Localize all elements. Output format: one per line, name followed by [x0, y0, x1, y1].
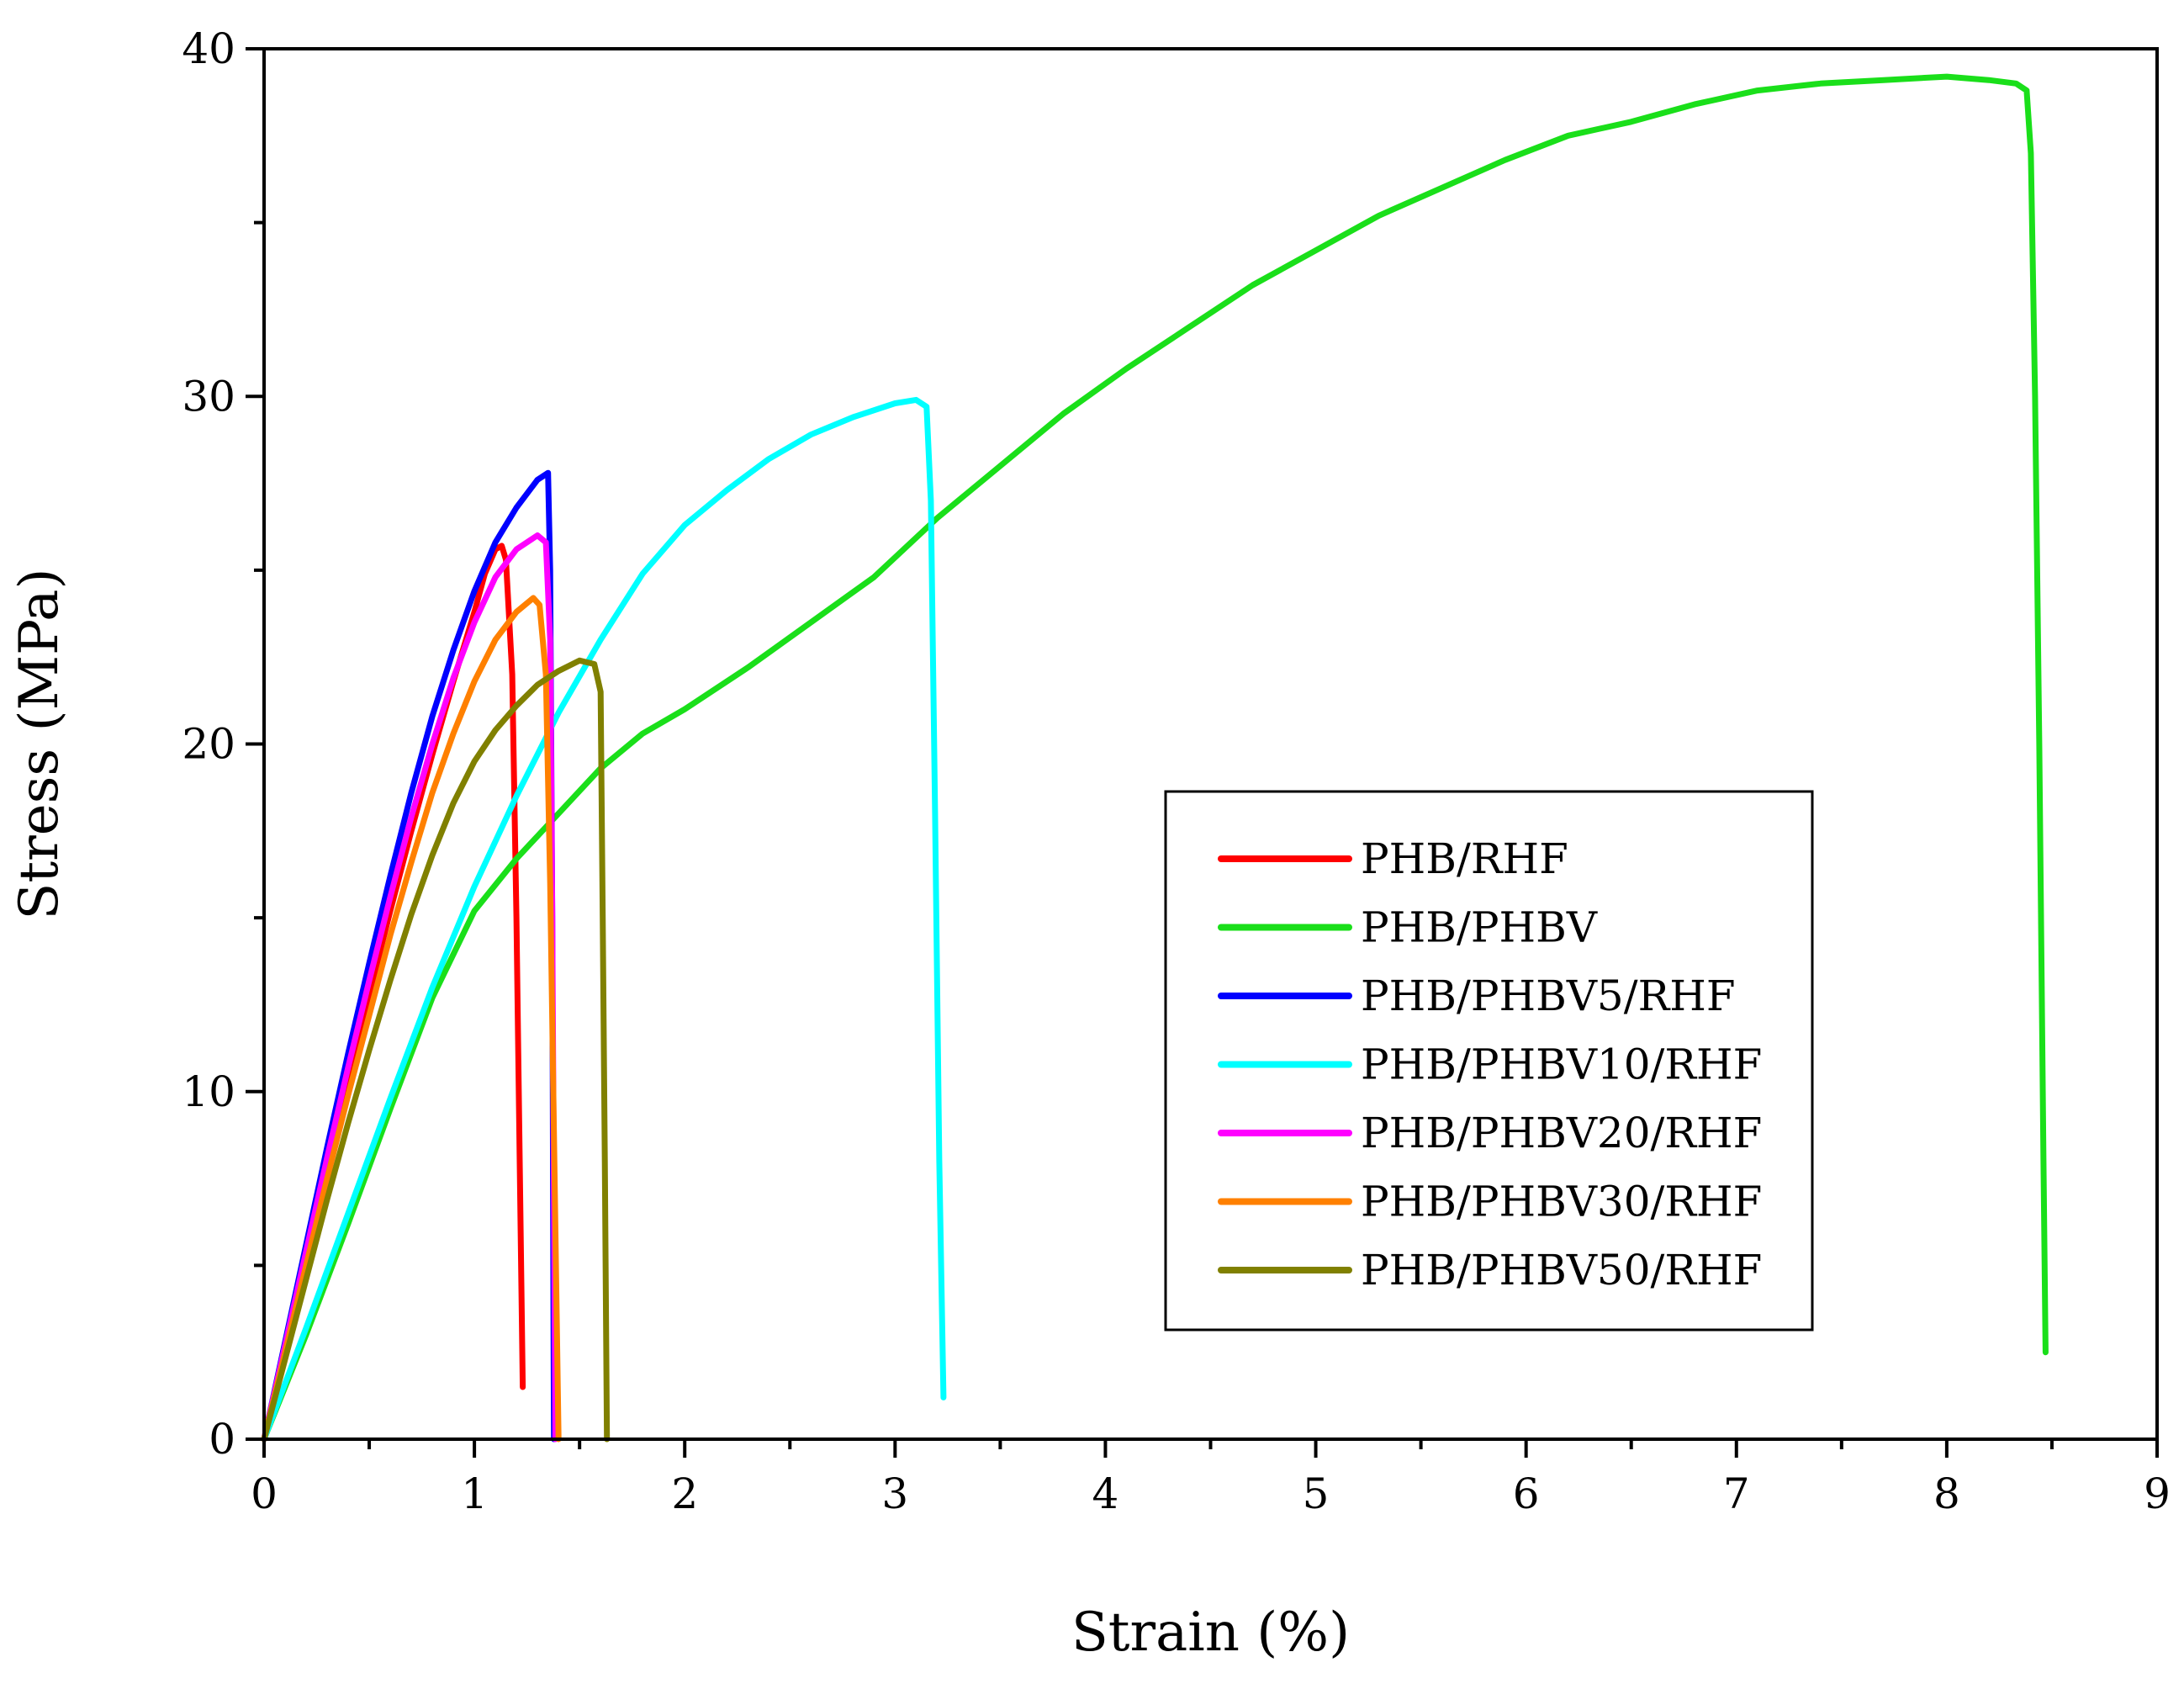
- legend-items: PHB/RHF PHB/PHBV PHB/PHBV5/RHF PHB/PHBV10/R…: [1218, 834, 1762, 1295]
- series-layer: [261, 73, 2049, 1443]
- legend-box: [1164, 790, 1814, 1332]
- series-line-1: [261, 543, 526, 1443]
- series-line-2: [261, 73, 2049, 1443]
- legend-label-1: PHB/RHF: [1361, 834, 1568, 883]
- x-tick-label: 6: [1513, 1469, 1540, 1518]
- legend-label-4: PHB/PHBV10/RHF: [1361, 1040, 1762, 1089]
- x-tick-label: 1: [461, 1469, 488, 1518]
- legend-label-6: PHB/PHBV30/RHF: [1361, 1178, 1762, 1226]
- y-tick-label: 10: [182, 1067, 235, 1116]
- x-tick-label: 2: [671, 1469, 698, 1518]
- legend-label-3: PHB/PHBV5/RHF: [1361, 972, 1736, 1020]
- y-axis-title: Stress (MPa): [8, 569, 71, 920]
- x-tick-label: 0: [251, 1469, 278, 1518]
- y-tick-label: 0: [209, 1415, 235, 1464]
- legend-label-2: PHB/PHBV: [1361, 903, 1598, 952]
- y-tick-label: 30: [182, 372, 235, 421]
- x-tick-label: 8: [1933, 1469, 1960, 1518]
- x-axis-title: Strain (%): [1071, 1602, 1350, 1664]
- legend-label-7: PHB/PHBV50/RHF: [1361, 1246, 1762, 1295]
- x-tick-label: 5: [1303, 1469, 1330, 1518]
- series-line-5: [261, 532, 558, 1443]
- x-tick-label: 9: [2144, 1469, 2171, 1518]
- y-tick-label: 40: [182, 24, 235, 73]
- y-tick-label: 20: [182, 720, 235, 769]
- x-tick-label: 7: [1723, 1469, 1750, 1518]
- legend-label-5: PHB/PHBV20/RHF: [1361, 1109, 1762, 1157]
- series-line-6: [261, 595, 562, 1443]
- tick-labels-layer: 0 1 2 3 4 5 6 7 8 9 0 10 20 30 40: [182, 24, 2171, 1518]
- x-tick-label: 4: [1092, 1469, 1119, 1518]
- series-line-7: [261, 657, 611, 1443]
- series-line-4: [261, 396, 947, 1443]
- ticks-layer: [246, 47, 2159, 1458]
- legend: PHB/RHF PHB/PHBV PHB/PHBV5/RHF PHB/PHBV10/R…: [1164, 790, 1814, 1332]
- x-tick-label: 3: [881, 1469, 908, 1518]
